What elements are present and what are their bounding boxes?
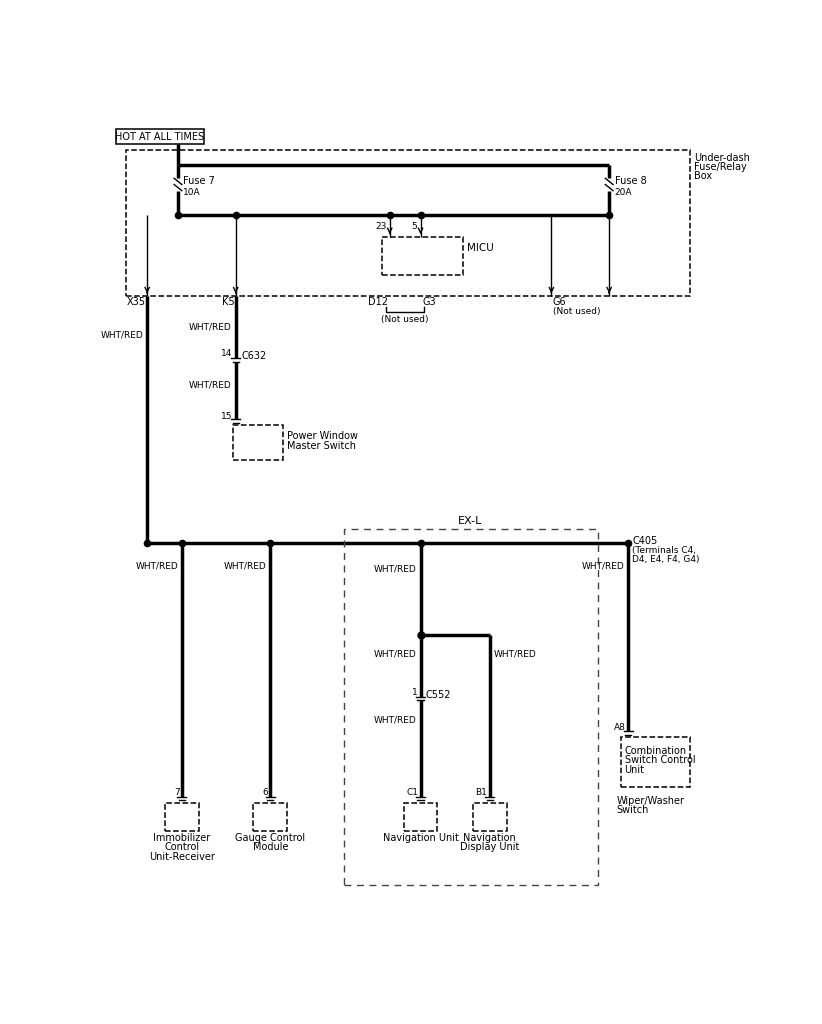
Text: WHT/RED: WHT/RED (582, 561, 625, 570)
Text: Fuse/Relay: Fuse/Relay (694, 162, 746, 172)
Bar (253, 803, 288, 830)
Text: WHT/RED: WHT/RED (374, 715, 417, 724)
Bar (127, 150, 690, 296)
Text: EX-L: EX-L (459, 516, 483, 526)
Text: X35: X35 (127, 297, 145, 307)
Text: Under-dash: Under-dash (694, 153, 750, 163)
Text: D4, E4, F4, G4): D4, E4, F4, G4) (632, 555, 700, 564)
Bar (382, 237, 463, 275)
Text: 10A: 10A (183, 187, 201, 197)
Text: Unit-Receiver: Unit-Receiver (149, 852, 215, 861)
Text: Navigation: Navigation (464, 834, 516, 843)
Text: (Terminals C4,: (Terminals C4, (632, 546, 696, 555)
Text: Combination: Combination (625, 746, 686, 756)
Text: Fuse 8: Fuse 8 (615, 176, 646, 186)
Text: WHT/RED: WHT/RED (135, 561, 178, 570)
Text: C552: C552 (426, 690, 451, 700)
Text: Fuse 7: Fuse 7 (183, 176, 215, 186)
Text: Switch: Switch (616, 806, 649, 815)
Text: 5: 5 (412, 222, 418, 231)
Text: Power Window: Power Window (288, 431, 358, 441)
Bar (473, 803, 506, 830)
Text: WHT/RED: WHT/RED (494, 649, 537, 658)
Text: Box: Box (694, 171, 712, 181)
Text: 20A: 20A (615, 187, 632, 197)
Bar (404, 803, 437, 830)
Text: WHT/RED: WHT/RED (189, 323, 232, 332)
Text: 6: 6 (262, 788, 268, 798)
Text: A8: A8 (613, 723, 626, 732)
Text: MICU: MICU (467, 243, 493, 253)
Text: 15: 15 (221, 412, 233, 421)
Bar (233, 426, 284, 460)
Text: G6: G6 (553, 297, 566, 307)
Text: C1: C1 (406, 788, 418, 798)
Text: 23: 23 (376, 222, 386, 231)
Text: D12: D12 (368, 297, 388, 307)
Text: C632: C632 (241, 351, 266, 361)
Text: Module: Module (252, 843, 288, 852)
Text: WHT/RED: WHT/RED (100, 330, 143, 339)
Text: WHT/RED: WHT/RED (374, 565, 417, 574)
Bar (621, 737, 690, 787)
Bar (165, 803, 199, 830)
Text: C405: C405 (632, 536, 658, 546)
Text: Wiper/Washer: Wiper/Washer (616, 797, 685, 806)
Bar (344, 528, 598, 885)
Text: WHT/RED: WHT/RED (224, 561, 266, 570)
Text: Unit: Unit (625, 765, 644, 775)
Text: Control: Control (164, 843, 200, 852)
Text: (Not used): (Not used) (381, 314, 429, 324)
Text: Navigation Unit: Navigation Unit (382, 834, 459, 843)
Text: 14: 14 (221, 348, 233, 357)
Text: 7: 7 (173, 788, 179, 798)
Text: Immobilizer: Immobilizer (153, 834, 210, 843)
Bar (116, 129, 204, 144)
Text: B1: B1 (476, 788, 487, 798)
Text: HOT AT ALL TIMES: HOT AT ALL TIMES (115, 132, 204, 141)
Text: Switch Control: Switch Control (625, 756, 695, 766)
Text: (Not used): (Not used) (553, 307, 600, 316)
Text: K5: K5 (222, 297, 234, 307)
Text: Display Unit: Display Unit (460, 843, 520, 852)
Text: 1: 1 (412, 688, 418, 697)
Text: WHT/RED: WHT/RED (374, 649, 417, 658)
Text: WHT/RED: WHT/RED (189, 380, 232, 389)
Text: G3: G3 (422, 297, 436, 307)
Text: Master Switch: Master Switch (288, 440, 356, 451)
Text: Gauge Control: Gauge Control (235, 834, 306, 843)
